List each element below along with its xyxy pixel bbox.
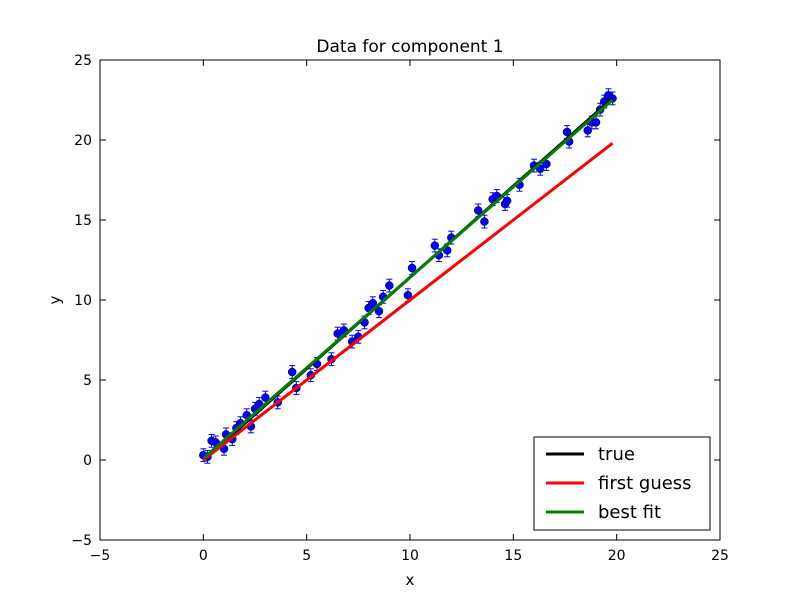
- data-point: [403, 290, 413, 300]
- series-line-best-fit: [202, 98, 614, 460]
- data-point: [583, 126, 592, 135]
- data-point: [562, 127, 572, 137]
- y-tick-label: 20: [74, 133, 92, 149]
- data-point: [407, 263, 417, 273]
- x-tick-label: 5: [302, 548, 311, 564]
- y-tick-label: −5: [71, 533, 92, 549]
- x-axis: −5 0 5 10 15 20 25: [90, 60, 729, 564]
- data-point: [502, 196, 512, 206]
- data-point: [385, 281, 394, 290]
- x-tick-label: 0: [199, 548, 208, 564]
- y-tick-label: 0: [83, 453, 92, 469]
- legend-label: best fit: [598, 502, 661, 523]
- data-point: [591, 118, 601, 127]
- x-tick-label: 10: [401, 548, 419, 564]
- legend-label: first guess: [598, 473, 692, 494]
- data-point: [430, 241, 440, 250]
- data-point: [542, 159, 551, 169]
- plot-area: [199, 88, 617, 464]
- x-tick-label: −5: [90, 548, 111, 564]
- data-point: [261, 393, 270, 402]
- series-line-first-guess: [202, 142, 614, 462]
- x-tick-label: 15: [504, 548, 522, 564]
- legend: true first guess best fit: [533, 436, 711, 531]
- data-point: [374, 306, 384, 316]
- y-tick-label: 15: [74, 213, 92, 229]
- y-axis-label: y: [46, 295, 64, 304]
- data-point: [473, 206, 483, 215]
- y-axis: −5 0 5 10 15 20 25: [71, 53, 720, 549]
- y-tick-label: 10: [74, 293, 92, 309]
- y-tick-label: 5: [83, 373, 92, 389]
- data-point: [287, 367, 297, 377]
- data-point: [480, 217, 489, 226]
- x-tick-label: 20: [608, 548, 626, 564]
- x-axis-label: x: [406, 571, 415, 589]
- data-point: [368, 298, 378, 308]
- legend-label: true: [598, 444, 635, 465]
- chart-title: Data for component 1: [316, 37, 503, 57]
- y-tick-label: 25: [74, 53, 92, 69]
- x-tick-label: 25: [711, 548, 729, 564]
